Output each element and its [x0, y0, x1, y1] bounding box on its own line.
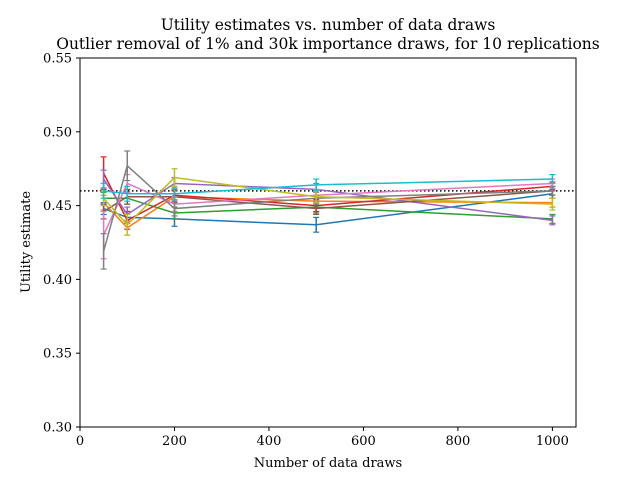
- error-bar-s8-p5: [549, 185, 556, 196]
- error-bar-s10-p4: [313, 178, 320, 192]
- error-bar-s10-p2: [124, 185, 131, 202]
- x-axis-label: Number of data draws: [254, 456, 402, 471]
- series-line-8: [102, 164, 553, 252]
- y-axis-label: Utility estimate: [19, 191, 34, 293]
- y-tick-label-2: 0.40: [43, 273, 72, 288]
- error-bar-s8-p2: [124, 150, 131, 182]
- error-bar-s9-p3: [171, 168, 178, 188]
- error-bar-s1-p4: [313, 216, 320, 233]
- axes-frame: [79, 57, 577, 428]
- y-tick-label-4: 0.50: [43, 125, 72, 140]
- x-tick-label-0: 0: [76, 434, 84, 449]
- error-bar-s8-p1: [100, 233, 107, 270]
- error-bar-s10-p1: [100, 182, 107, 199]
- y-tick-label-1: 0.35: [43, 347, 72, 362]
- error-bar-s8-p3: [171, 200, 178, 217]
- chart-title: Utility estimates vs. number of data dra…: [161, 16, 496, 34]
- x-tick-label-5: 1000: [536, 434, 569, 449]
- x-tick-label-3: 600: [351, 434, 376, 449]
- x-tick-label-1: 200: [162, 434, 187, 449]
- x-tick-label-2: 400: [257, 434, 282, 449]
- series-layer: [80, 150, 576, 270]
- error-bar-s10-p5: [549, 174, 556, 185]
- x-tick-label-4: 800: [445, 434, 470, 449]
- y-tick-label-5: 0.55: [43, 52, 72, 67]
- error-bar-s9-p5: [549, 197, 556, 211]
- error-bar-s10-p3: [171, 187, 178, 201]
- y-tick-label-0: 0.30: [43, 421, 72, 436]
- axes-layer: 0 200 400 600 800 1000 0.30 0.35 0.40 0.45 0.50 0.5…: [43, 52, 577, 449]
- y-tick-label-3: 0.45: [43, 199, 72, 214]
- error-bar-s5-p5: [549, 215, 556, 226]
- chart-subtitle: Outlier removal of 1% and 30k importance…: [56, 35, 600, 53]
- error-bar-s9-p2: [124, 213, 131, 236]
